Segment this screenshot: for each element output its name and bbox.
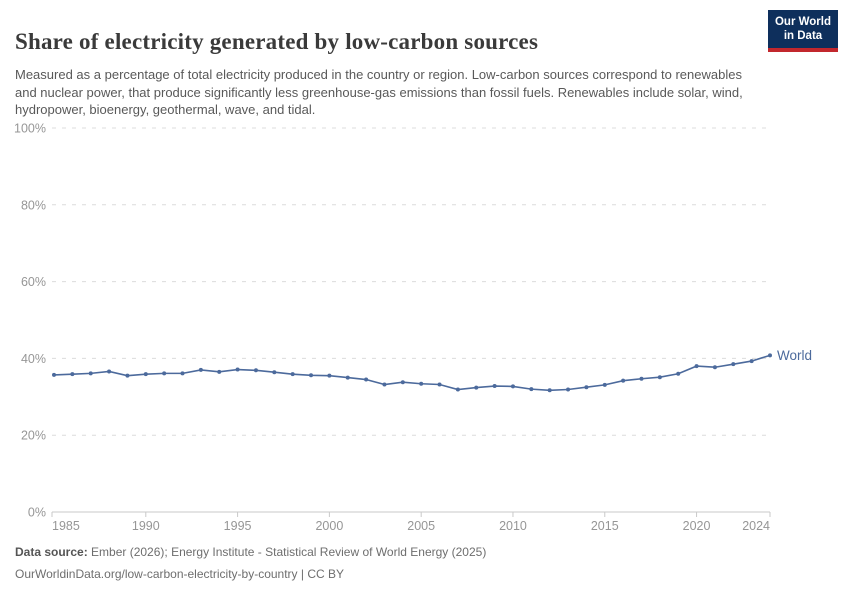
x-tick-label: 2005 <box>407 519 435 533</box>
data-point-marker <box>492 384 497 389</box>
chart-footer: Data source: Ember (2026); Energy Instit… <box>15 541 486 585</box>
data-point-marker <box>70 372 75 377</box>
data-point-marker <box>510 384 515 389</box>
data-point-marker <box>198 367 203 372</box>
data-source-label: Data source: <box>15 545 88 559</box>
data-point-marker <box>749 359 754 364</box>
data-point-marker <box>657 375 662 380</box>
chart-subtitle: Measured as a percentage of total electr… <box>15 67 743 117</box>
data-point-marker <box>731 362 736 367</box>
data-point-marker <box>437 382 442 387</box>
data-point-marker <box>694 364 699 369</box>
data-point-marker <box>180 371 185 376</box>
data-point-marker <box>621 378 626 383</box>
data-point-marker <box>125 373 130 378</box>
series-end-label: World <box>777 348 812 363</box>
y-tick-label: 80% <box>21 198 46 212</box>
data-source-text: Ember (2026); Energy Institute - Statist… <box>87 545 487 559</box>
y-tick-label: 100% <box>14 122 46 136</box>
data-point-marker <box>235 367 240 372</box>
data-point-marker <box>52 372 56 377</box>
x-tick-label: 2000 <box>315 519 343 533</box>
owid-logo[interactable]: Our World in Data <box>768 10 838 52</box>
data-point-marker <box>253 368 258 373</box>
data-point-marker <box>309 373 314 378</box>
x-tick-label: 2020 <box>683 519 711 533</box>
data-point-marker <box>107 369 112 374</box>
data-source-line: Data source: Ember (2026); Energy Instit… <box>15 541 486 563</box>
data-point-marker <box>143 372 148 377</box>
x-tick-label: 1995 <box>224 519 252 533</box>
data-point-marker <box>639 376 644 381</box>
data-point-marker <box>455 387 460 392</box>
data-point-marker <box>768 353 772 358</box>
data-point-marker <box>529 387 534 392</box>
data-point-marker <box>364 377 369 382</box>
data-point-marker <box>419 381 424 386</box>
page-title: Share of electricity generated by low-ca… <box>15 29 539 55</box>
data-point-marker <box>327 373 332 378</box>
data-point-marker <box>345 375 350 380</box>
y-tick-label: 60% <box>21 275 46 289</box>
data-point-marker <box>547 388 552 393</box>
data-point-marker <box>602 382 607 387</box>
owid-logo-line1: Our World <box>774 16 831 28</box>
data-point-marker <box>676 371 681 376</box>
x-tick-label: 1990 <box>132 519 160 533</box>
data-point-marker <box>217 369 222 374</box>
x-tick-label: 2015 <box>591 519 619 533</box>
y-tick-label: 0% <box>28 506 46 520</box>
data-point-marker <box>474 385 479 390</box>
owid-url-link[interactable]: OurWorldinData.org/low-carbon-electricit… <box>15 567 344 581</box>
x-tick-label: 2024 <box>742 519 770 533</box>
data-point-marker <box>712 365 717 370</box>
y-tick-label: 20% <box>21 429 46 443</box>
x-tick-label: 2010 <box>499 519 527 533</box>
data-point-marker <box>290 372 295 377</box>
data-point-marker <box>400 380 405 385</box>
world-series-line <box>53 354 771 392</box>
data-point-marker <box>584 385 589 390</box>
owid-logo-line2: in Data <box>783 30 823 42</box>
data-point-marker <box>566 387 571 392</box>
data-point-marker <box>162 371 167 376</box>
x-tick-label: 1985 <box>52 519 80 533</box>
data-point-marker <box>88 371 93 376</box>
data-point-marker <box>272 370 277 375</box>
y-tick-label: 40% <box>21 352 46 366</box>
data-point-marker <box>382 382 387 387</box>
